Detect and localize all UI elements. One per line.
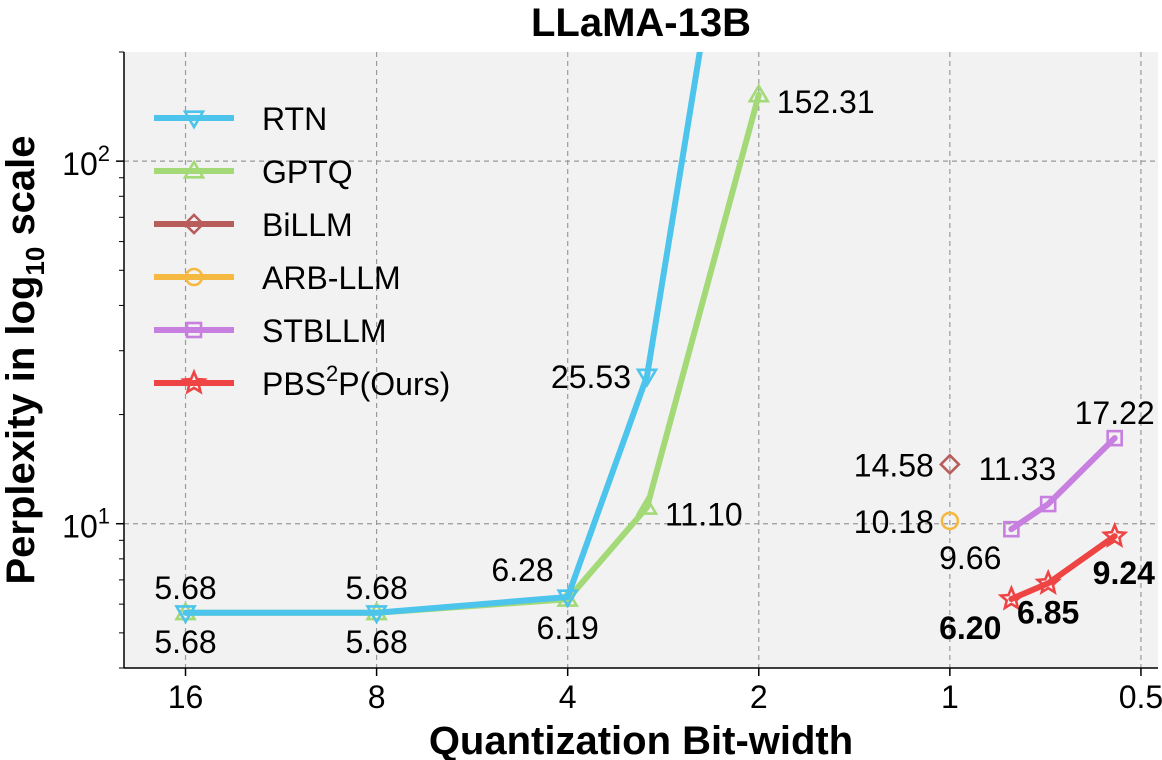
point-stbllm: [1003, 520, 1020, 538]
point-gptq: [747, 83, 771, 103]
legend-label-billm: BiLLM: [262, 207, 353, 243]
data-label: 9.24: [1093, 555, 1155, 591]
point-rtn: [174, 605, 197, 625]
legend-label-gptq: GPTQ: [262, 154, 353, 190]
data-label: 25.53: [551, 359, 631, 395]
point-stbllm: [1106, 429, 1123, 447]
x-tick-label: 8: [368, 679, 386, 715]
x-tick-label: 4: [559, 679, 577, 715]
series-layer: [174, 52, 1129, 625]
series-line-pbs2p-ours: [1008, 533, 1118, 602]
point-rtn: [365, 605, 388, 625]
series-line-stbllm: [1008, 435, 1118, 533]
legend-label-arb-llm: ARB-LLM: [262, 260, 401, 296]
point-rtn: [556, 589, 579, 609]
y-tick-label: 101: [62, 504, 110, 545]
legend-marker-stbllm: [185, 321, 203, 339]
point-pbs2p-ours: [1100, 521, 1129, 548]
legend: RTN GPTQ BiLLM ARB-LLM STBLLM PBS2P(Ours): [154, 101, 450, 402]
point-billm: [939, 453, 961, 476]
series-stbllm: [1003, 429, 1123, 538]
data-label: 6.85: [1017, 594, 1079, 630]
data-labels: 5.68 5.68 5.68 5.68 6.28 6.19 25.53 11.10 152.31…: [154, 84, 1155, 660]
legend-label-rtn: RTN: [262, 101, 327, 137]
axes: 16 8 4 2 1 0.5 101 102: [62, 51, 1162, 715]
point-arb-llm: [940, 511, 960, 531]
point-gptq: [635, 495, 659, 515]
data-label: 14.58: [854, 447, 934, 483]
data-label: 5.68: [154, 570, 216, 606]
chart-title: LLaMA-13B: [531, 1, 751, 45]
x-tick-label: 16: [168, 679, 204, 715]
series-line-rtn: [182, 52, 703, 616]
point-pbs2p-ours: [1034, 568, 1062, 595]
x-tick-label: 0.5: [1119, 679, 1162, 715]
data-label: 11.10: [665, 496, 743, 532]
legend-marker-billm: [183, 213, 205, 235]
data-label: 5.68: [345, 570, 407, 606]
grid: [124, 52, 1158, 668]
data-label: 6.20: [939, 610, 1001, 646]
series-rtn: [174, 52, 703, 625]
legend-marker-arb-llm: [184, 267, 204, 287]
data-label: 17.22: [1075, 395, 1155, 431]
legend-marker-pbs2p-ours: [180, 368, 208, 395]
series-arb-llm: [940, 511, 960, 531]
x-axis-label: Quantization Bit-width: [429, 719, 853, 760]
legend-label-stbllm: STBLLM: [262, 313, 386, 349]
point-pbs2p-ours: [997, 584, 1026, 611]
x-tick-label: 2: [750, 679, 768, 715]
series-billm: [939, 453, 961, 476]
data-label: 5.68: [154, 624, 216, 660]
plot-background: [124, 52, 1158, 668]
y-tick-label: 102: [62, 141, 110, 182]
y-axis-label: Perplexity in log10 scale: [0, 135, 50, 584]
data-label: 152.31: [777, 84, 875, 120]
point-stbllm: [1039, 495, 1057, 513]
data-label: 5.68: [345, 624, 407, 660]
point-rtn: [635, 368, 659, 388]
legend-marker-gptq: [182, 159, 206, 179]
data-label: 11.33: [978, 451, 1056, 487]
data-label: 6.19: [537, 610, 599, 646]
data-label: 9.66: [939, 540, 1001, 576]
legend-label-pbs2p-ours: PBS2P(Ours): [262, 361, 450, 402]
legend-marker-rtn: [182, 110, 206, 130]
data-label: 6.28: [491, 552, 553, 588]
data-label: 10.18: [854, 504, 934, 540]
x-tick-label: 1: [941, 679, 959, 715]
series-pbs2p-ours: [997, 521, 1129, 611]
